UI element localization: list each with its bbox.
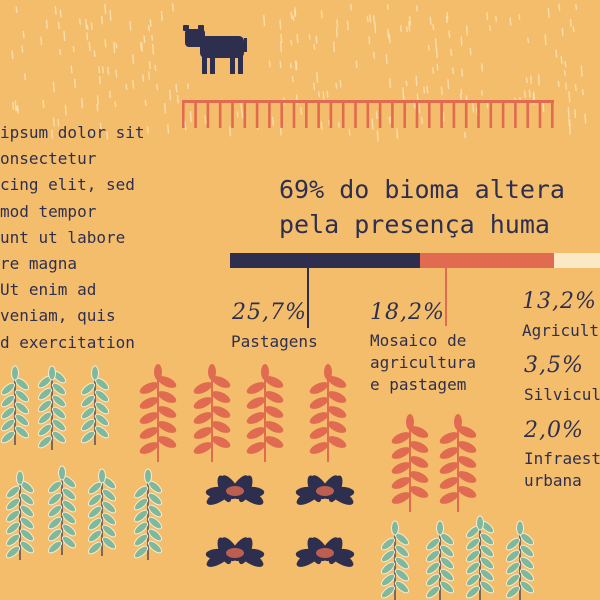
headline: 69% do bioma altera pela presença huma bbox=[279, 175, 565, 239]
coral-plant-icon bbox=[439, 414, 477, 512]
coral-plant-icon bbox=[139, 364, 177, 462]
stat-value-mosaico: 18,2% bbox=[370, 300, 445, 325]
navy-bush-icon bbox=[205, 537, 265, 567]
stat-value-infraestrutura: 2,0% bbox=[524, 418, 584, 443]
coral-plant-icon bbox=[309, 364, 347, 462]
green-plant-icon bbox=[80, 365, 110, 445]
stat-label-infraestrutura: Infraest urbana bbox=[524, 449, 600, 490]
green-plant-icon bbox=[37, 365, 67, 450]
body-paragraph: ipsum dolor sit onsectetur cing elit, se… bbox=[0, 123, 145, 352]
bar-segment-pastagens bbox=[230, 253, 420, 268]
coral-plant-icon bbox=[391, 414, 429, 512]
stat-label-pastagens: Pastagens bbox=[231, 332, 318, 351]
coral-plant-icon bbox=[246, 364, 284, 462]
green-plant-icon bbox=[47, 465, 77, 555]
stat-value-silvicultura: 3,5% bbox=[524, 353, 584, 378]
cow-icon bbox=[183, 25, 247, 74]
stat-label-silvicultura: Silvicul bbox=[524, 385, 600, 404]
navy-bush-icon bbox=[295, 537, 355, 567]
coral-plant-icon bbox=[193, 364, 231, 462]
green-plant-icon bbox=[505, 520, 535, 600]
stat-value-agricultura: 13,2% bbox=[522, 289, 597, 314]
green-plant-icon bbox=[425, 520, 455, 600]
green-plant-icon bbox=[380, 520, 410, 600]
green-plant-icon bbox=[133, 468, 163, 560]
stat-label-mosaico: Mosaico de agricultura e pastagem bbox=[370, 331, 476, 394]
navy-bush-icon bbox=[295, 475, 355, 505]
leader-line-mosaico bbox=[445, 268, 447, 326]
stat-value-pastagens: 25,7% bbox=[232, 300, 307, 325]
bar-segment-agricultura bbox=[554, 253, 600, 268]
stat-label-agricultura: Agricult bbox=[522, 321, 600, 340]
green-plant-icon bbox=[465, 515, 495, 600]
fence-icon bbox=[182, 100, 554, 128]
green-plant-icon bbox=[0, 365, 30, 445]
bar-segment-mosaico bbox=[420, 253, 554, 268]
green-plant-icon bbox=[87, 468, 117, 556]
leader-line-pastagens bbox=[307, 268, 309, 328]
navy-bush-icon bbox=[205, 475, 265, 505]
green-plant-icon bbox=[5, 470, 35, 560]
